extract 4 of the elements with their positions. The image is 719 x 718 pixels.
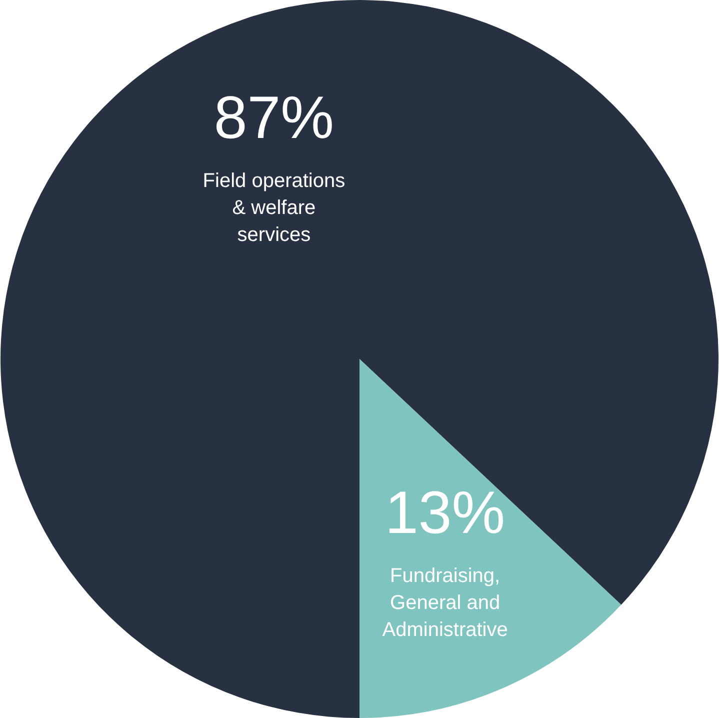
data-label: 87% bbox=[214, 84, 334, 151]
slice-label: Fundraising, General and Administrative bbox=[382, 565, 508, 642]
data-label: 13% bbox=[385, 479, 506, 546]
slice-label: Field operations & welfare services bbox=[202, 170, 346, 246]
